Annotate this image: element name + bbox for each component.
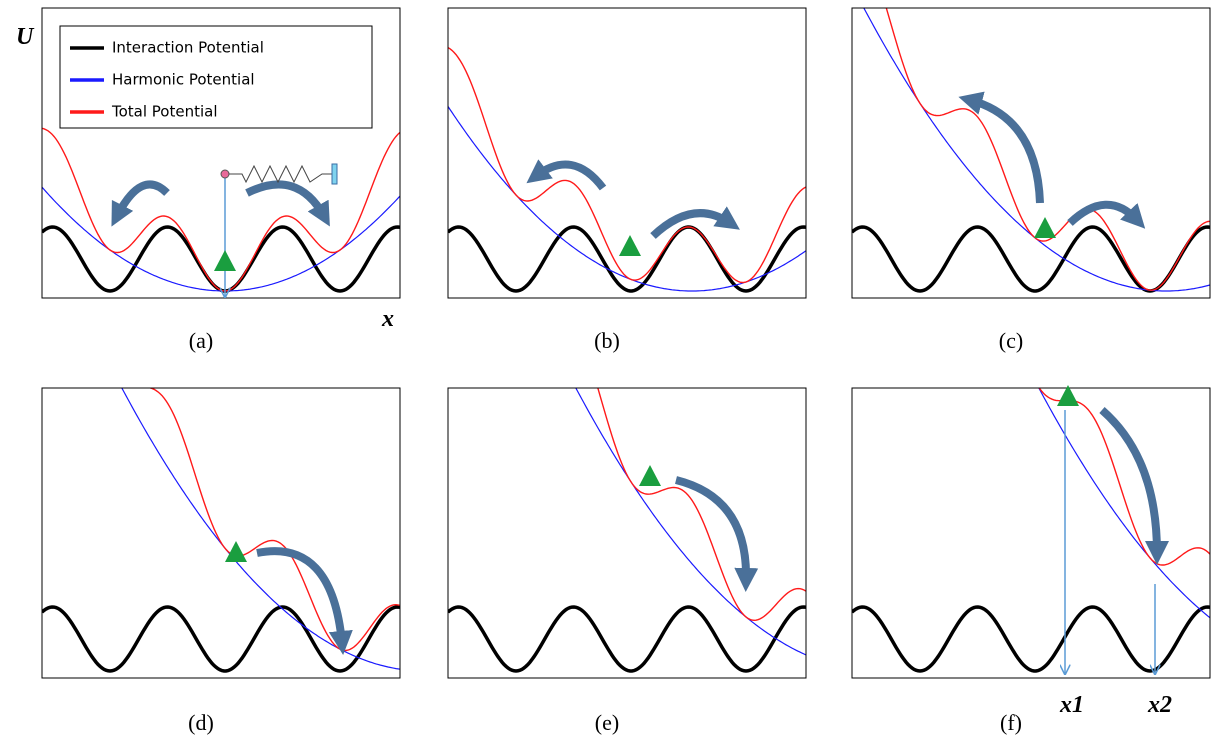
panel: [447, 7, 807, 299]
panel: [851, 7, 1211, 299]
x-axis-label: x: [381, 306, 394, 332]
panel-label: (b): [594, 328, 620, 353]
x1-label: x1: [1059, 692, 1084, 718]
panel: [41, 7, 401, 299]
hop-arrow: [256, 547, 353, 655]
hop-arrow: [650, 206, 740, 239]
legend-label: Harmonic Potential: [112, 71, 255, 89]
total-curve: [147, 388, 400, 652]
spring-wall: [331, 163, 338, 185]
curves: [852, 8, 1210, 293]
hop-arrow: [111, 180, 170, 227]
y-axis-label: U: [16, 24, 35, 50]
spring-anchor: [220, 169, 230, 179]
curves: [448, 388, 806, 673]
panel-label: (d): [188, 710, 214, 735]
panel-frame: [851, 7, 1211, 299]
particle: [1034, 217, 1056, 238]
particle: [639, 465, 661, 486]
hop-arrow: [675, 476, 759, 592]
total-curve: [597, 388, 806, 622]
legend-label: Interaction Potential: [112, 39, 264, 57]
panel-label: (f): [1000, 710, 1022, 735]
hop-arrow: [245, 180, 330, 227]
legend-box: [59, 25, 373, 129]
harmonic-curve: [121, 388, 400, 670]
particle: [619, 235, 641, 256]
panel-frame: [447, 7, 807, 299]
harmonic-curve: [448, 106, 806, 292]
particle: [214, 250, 236, 271]
interaction-curve: [448, 605, 806, 673]
particle: [225, 541, 247, 562]
hop-arrow: [958, 91, 1044, 204]
x2-label: x2: [1147, 692, 1172, 718]
panel: [41, 387, 401, 679]
harmonic-curve: [575, 388, 806, 656]
panel-frame: [447, 387, 807, 679]
interaction-curve: [852, 605, 1210, 673]
curves: [42, 388, 400, 673]
curves: [852, 388, 1210, 673]
hop-arrow: [526, 159, 607, 191]
hop-arrow: [1099, 406, 1169, 565]
curves: [448, 46, 806, 293]
panel-label: (a): [189, 328, 213, 353]
legend: Interaction Potential Harmonic Potential T…: [59, 25, 373, 129]
interaction-curve: [42, 605, 400, 673]
panel-frame: [851, 387, 1211, 679]
hop-arrow: [1067, 200, 1146, 229]
spring: [229, 164, 332, 184]
panel: [851, 385, 1211, 679]
legend-label: Total Potential: [111, 103, 218, 121]
harmonic-curve: [42, 186, 400, 292]
interaction-curve: [448, 225, 806, 293]
panel-label: (e): [595, 710, 619, 735]
particle: [1057, 385, 1079, 406]
total-curve: [885, 8, 1210, 291]
panel: [447, 387, 807, 679]
interaction-curve: [852, 225, 1210, 293]
total-curve: [448, 46, 806, 284]
panel-frame: [41, 387, 401, 679]
panel-label: (c): [999, 328, 1023, 353]
